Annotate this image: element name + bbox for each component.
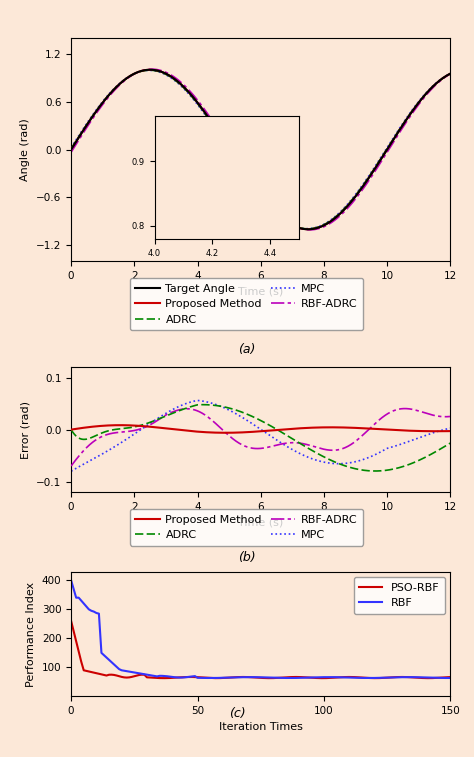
Line: PSO-RBF: PSO-RBF xyxy=(71,621,450,678)
RBF xyxy=(68,576,74,585)
Y-axis label: Performance Index: Performance Index xyxy=(26,581,36,687)
RBF xyxy=(447,674,453,683)
PSO-RBF xyxy=(336,673,342,682)
Legend: Proposed Method, ADRC, RBF-ADRC, MPC: Proposed Method, ADRC, RBF-ADRC, MPC xyxy=(130,509,363,546)
Legend: PSO-RBF, RBF: PSO-RBF, RBF xyxy=(354,577,445,614)
RBF xyxy=(207,674,213,683)
Y-axis label: Angle (rad): Angle (rad) xyxy=(20,118,30,181)
RBF xyxy=(301,673,307,682)
Text: (b): (b) xyxy=(237,551,255,564)
PSO-RBF xyxy=(447,672,453,681)
X-axis label: Time (s): Time (s) xyxy=(238,517,283,528)
Legend: Target Angle, Proposed Method, ADRC, MPC, RBF-ADRC: Target Angle, Proposed Method, ADRC, MPC… xyxy=(130,278,363,330)
Line: RBF: RBF xyxy=(71,581,450,678)
PSO-RBF xyxy=(311,673,317,682)
RBF xyxy=(202,674,208,683)
PSO-RBF xyxy=(162,674,167,683)
PSO-RBF xyxy=(301,673,307,682)
PSO-RBF xyxy=(68,616,74,625)
PSO-RBF xyxy=(255,673,261,682)
X-axis label: Iteration Times: Iteration Times xyxy=(219,721,302,732)
RBF xyxy=(311,673,317,682)
Text: (c): (c) xyxy=(228,706,246,720)
RBF xyxy=(336,673,342,682)
Y-axis label: Error (rad): Error (rad) xyxy=(20,400,30,459)
PSO-RBF xyxy=(442,673,448,682)
X-axis label: Time (s): Time (s) xyxy=(238,286,283,297)
PSO-RBF xyxy=(205,673,210,682)
RBF xyxy=(255,673,261,682)
RBF xyxy=(442,674,448,683)
Text: (a): (a) xyxy=(238,343,255,356)
